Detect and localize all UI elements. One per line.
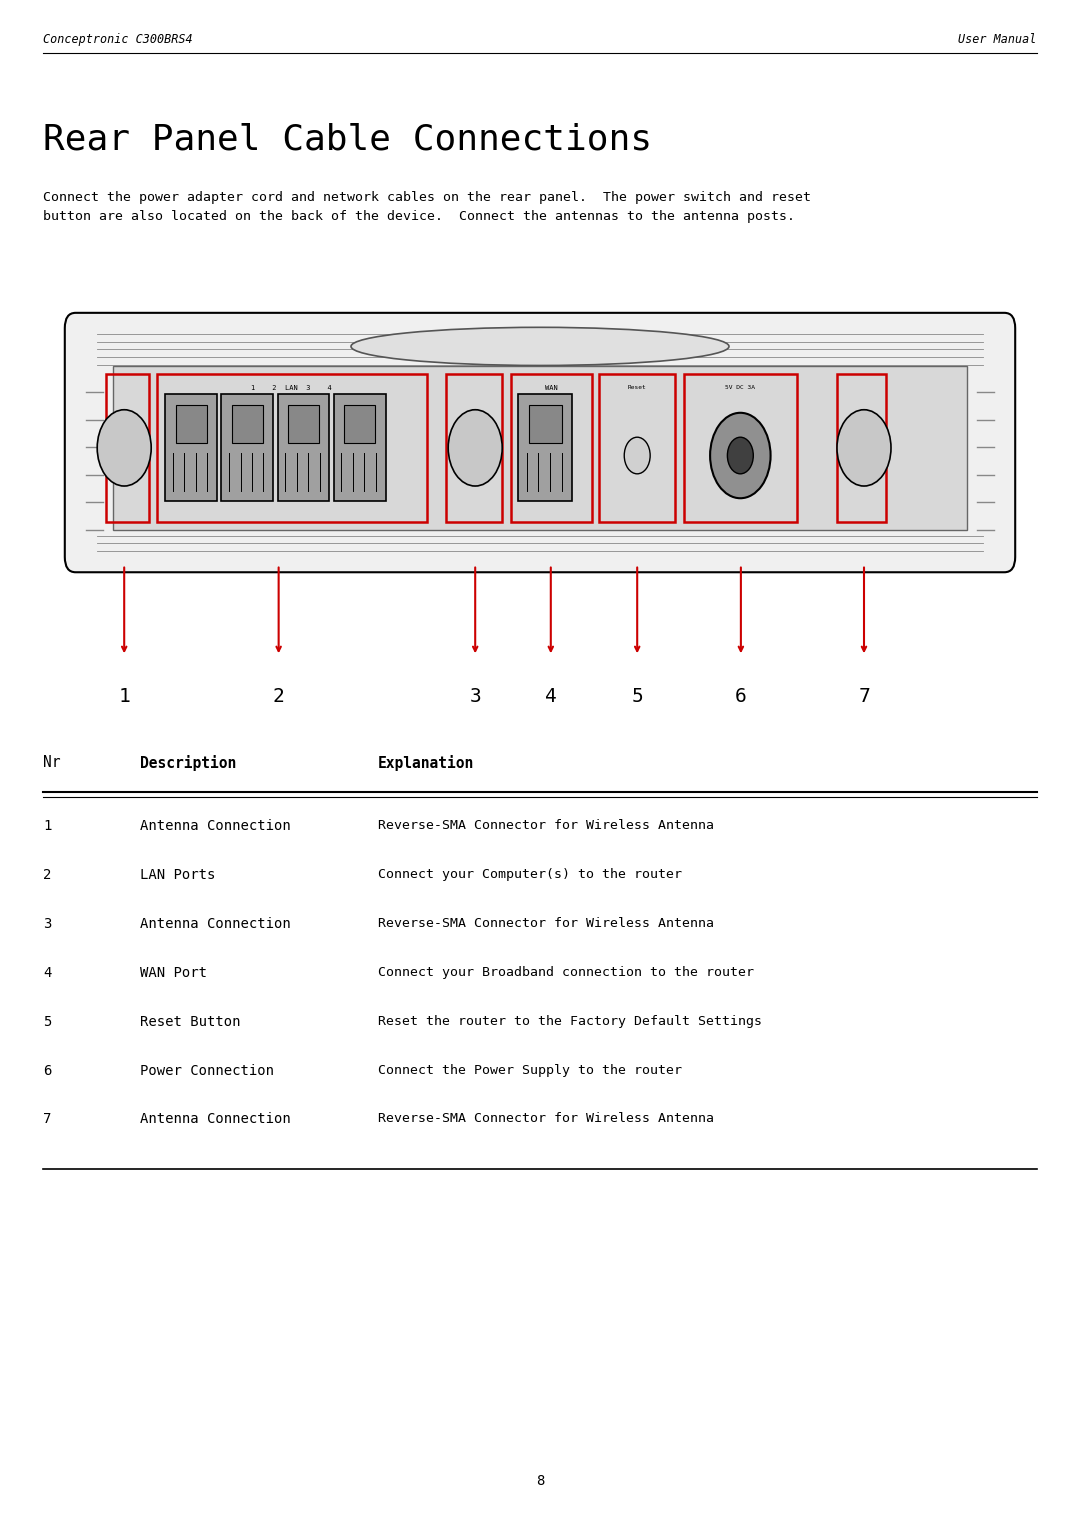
Text: Power Connection: Power Connection xyxy=(140,1064,274,1077)
Bar xyxy=(176,406,206,443)
Bar xyxy=(221,394,273,502)
Text: 1    2  LAN  3    4: 1 2 LAN 3 4 xyxy=(252,385,332,391)
Text: Reverse-SMA Connector for Wireless Antenna: Reverse-SMA Connector for Wireless Anten… xyxy=(378,917,714,931)
Bar xyxy=(113,366,967,530)
Text: 8: 8 xyxy=(536,1474,544,1488)
Text: User Manual: User Manual xyxy=(958,32,1037,46)
Text: 5V DC 3A: 5V DC 3A xyxy=(726,385,755,389)
Bar xyxy=(529,406,562,443)
Text: Rear Panel Cable Connections: Rear Panel Cable Connections xyxy=(43,122,652,156)
Bar xyxy=(518,394,572,502)
Text: Connect your Broadband connection to the router: Connect your Broadband connection to the… xyxy=(378,966,754,980)
Text: Antenna Connection: Antenna Connection xyxy=(140,1112,292,1126)
Circle shape xyxy=(448,409,502,487)
Bar xyxy=(106,374,149,522)
Text: 6: 6 xyxy=(43,1064,52,1077)
Text: 4: 4 xyxy=(43,966,52,980)
Bar xyxy=(334,394,386,502)
Text: 1: 1 xyxy=(119,687,130,705)
Text: 3: 3 xyxy=(470,687,481,705)
Text: Description: Description xyxy=(140,755,237,771)
Circle shape xyxy=(711,414,771,499)
Text: 7: 7 xyxy=(43,1112,52,1126)
Text: WAN Port: WAN Port xyxy=(140,966,207,980)
Text: Antenna Connection: Antenna Connection xyxy=(140,819,292,833)
Circle shape xyxy=(728,438,754,475)
Text: Connect the power adapter cord and network cables on the rear panel.  The power : Connect the power adapter cord and netwo… xyxy=(43,191,811,223)
FancyBboxPatch shape xyxy=(65,313,1015,572)
Bar xyxy=(345,406,375,443)
Text: 7: 7 xyxy=(859,687,869,705)
Text: LAN Ports: LAN Ports xyxy=(140,868,216,882)
Text: Connect your Computer(s) to the router: Connect your Computer(s) to the router xyxy=(378,868,681,882)
Bar xyxy=(446,374,502,522)
Text: Antenna Connection: Antenna Connection xyxy=(140,917,292,931)
Bar xyxy=(837,374,886,522)
Text: Reset: Reset xyxy=(627,385,647,389)
Bar xyxy=(165,394,217,502)
Bar xyxy=(684,374,797,522)
Text: 1: 1 xyxy=(43,819,52,833)
Bar xyxy=(511,374,592,522)
Text: Connect the Power Supply to the router: Connect the Power Supply to the router xyxy=(378,1064,681,1077)
Text: Conceptronic C300BRS4: Conceptronic C300BRS4 xyxy=(43,32,193,46)
Text: WAN: WAN xyxy=(545,385,557,391)
Bar xyxy=(157,374,427,522)
Text: 3: 3 xyxy=(43,917,52,931)
Ellipse shape xyxy=(351,328,729,366)
Bar xyxy=(288,406,319,443)
Circle shape xyxy=(97,409,151,487)
Circle shape xyxy=(624,438,650,475)
Text: 5: 5 xyxy=(43,1015,52,1029)
Text: 6: 6 xyxy=(735,687,746,705)
Text: 5: 5 xyxy=(632,687,643,705)
Text: 2: 2 xyxy=(43,868,52,882)
Text: 4: 4 xyxy=(545,687,556,705)
Text: Explanation: Explanation xyxy=(378,755,474,771)
Text: Reset Button: Reset Button xyxy=(140,1015,241,1029)
Bar xyxy=(599,374,675,522)
Bar xyxy=(232,406,262,443)
Text: 2: 2 xyxy=(273,687,284,705)
Circle shape xyxy=(837,409,891,487)
Bar xyxy=(278,394,329,502)
Text: Reverse-SMA Connector for Wireless Antenna: Reverse-SMA Connector for Wireless Anten… xyxy=(378,819,714,833)
Text: Nr: Nr xyxy=(43,755,60,771)
Text: Reverse-SMA Connector for Wireless Antenna: Reverse-SMA Connector for Wireless Anten… xyxy=(378,1112,714,1126)
Text: Reset the router to the Factory Default Settings: Reset the router to the Factory Default … xyxy=(378,1015,762,1029)
